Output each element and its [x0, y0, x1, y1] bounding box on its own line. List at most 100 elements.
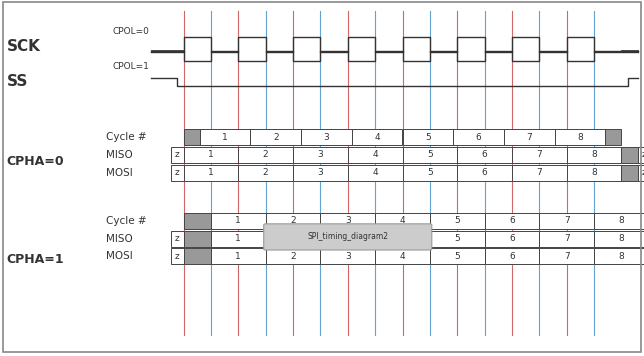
FancyBboxPatch shape — [540, 213, 594, 229]
Text: 3: 3 — [345, 216, 350, 225]
FancyBboxPatch shape — [402, 164, 457, 181]
FancyBboxPatch shape — [171, 248, 184, 264]
Text: Cycle #: Cycle # — [106, 216, 147, 226]
FancyBboxPatch shape — [320, 231, 375, 246]
Text: z: z — [175, 234, 180, 243]
Text: CPOL=0: CPOL=0 — [113, 27, 149, 36]
Text: 8: 8 — [619, 216, 624, 225]
FancyBboxPatch shape — [251, 129, 301, 145]
Text: Cycle #: Cycle # — [106, 132, 147, 142]
FancyBboxPatch shape — [211, 213, 265, 229]
Text: 3: 3 — [317, 168, 323, 177]
FancyBboxPatch shape — [594, 231, 644, 246]
FancyBboxPatch shape — [594, 213, 644, 229]
FancyBboxPatch shape — [375, 213, 430, 229]
FancyBboxPatch shape — [184, 213, 211, 229]
Text: CPOL=1: CPOL=1 — [113, 62, 149, 71]
Text: CPHA=0: CPHA=0 — [6, 156, 64, 168]
Text: 8: 8 — [591, 168, 597, 177]
Text: CPHA=1: CPHA=1 — [6, 253, 64, 266]
FancyBboxPatch shape — [638, 164, 644, 181]
FancyBboxPatch shape — [512, 147, 567, 163]
Text: 4: 4 — [400, 216, 405, 225]
Text: 6: 6 — [509, 216, 515, 225]
FancyBboxPatch shape — [457, 164, 512, 181]
Text: z: z — [175, 168, 180, 177]
FancyBboxPatch shape — [430, 213, 484, 229]
Text: 3: 3 — [323, 132, 329, 142]
FancyBboxPatch shape — [184, 248, 211, 264]
Text: 4: 4 — [372, 150, 378, 159]
FancyBboxPatch shape — [621, 164, 638, 181]
Text: 8: 8 — [619, 252, 624, 261]
FancyBboxPatch shape — [238, 147, 293, 163]
Text: 7: 7 — [536, 168, 542, 177]
Text: 2: 2 — [263, 150, 269, 159]
FancyBboxPatch shape — [301, 129, 352, 145]
FancyBboxPatch shape — [540, 231, 594, 246]
FancyBboxPatch shape — [352, 129, 402, 145]
Text: MISO: MISO — [106, 150, 133, 160]
FancyBboxPatch shape — [171, 231, 184, 246]
Text: 2: 2 — [263, 168, 269, 177]
Text: 5: 5 — [427, 150, 433, 159]
Text: 1: 1 — [222, 132, 228, 142]
Text: 1: 1 — [236, 216, 241, 225]
Text: z: z — [175, 252, 180, 261]
FancyBboxPatch shape — [484, 248, 540, 264]
FancyBboxPatch shape — [430, 248, 484, 264]
Text: 5: 5 — [427, 168, 433, 177]
Text: 6: 6 — [509, 252, 515, 261]
Text: 5: 5 — [455, 234, 460, 243]
FancyBboxPatch shape — [567, 147, 621, 163]
FancyBboxPatch shape — [457, 147, 512, 163]
Text: 4: 4 — [372, 168, 378, 177]
FancyBboxPatch shape — [484, 213, 540, 229]
FancyBboxPatch shape — [211, 248, 265, 264]
FancyBboxPatch shape — [171, 164, 184, 181]
FancyBboxPatch shape — [375, 248, 430, 264]
Text: z: z — [641, 150, 644, 159]
Text: 6: 6 — [509, 234, 515, 243]
Text: 2: 2 — [290, 216, 296, 225]
FancyBboxPatch shape — [453, 129, 504, 145]
Text: 2: 2 — [290, 252, 296, 261]
FancyBboxPatch shape — [484, 231, 540, 246]
Text: 4: 4 — [374, 132, 380, 142]
Text: 2: 2 — [273, 132, 278, 142]
FancyBboxPatch shape — [265, 231, 320, 246]
FancyBboxPatch shape — [171, 147, 184, 163]
FancyBboxPatch shape — [540, 248, 594, 264]
Text: z: z — [641, 168, 644, 177]
Text: 1: 1 — [208, 168, 214, 177]
FancyBboxPatch shape — [621, 147, 638, 163]
FancyBboxPatch shape — [320, 213, 375, 229]
Text: 1: 1 — [208, 150, 214, 159]
FancyBboxPatch shape — [605, 129, 621, 145]
FancyBboxPatch shape — [320, 248, 375, 264]
FancyBboxPatch shape — [375, 231, 430, 246]
FancyBboxPatch shape — [265, 213, 320, 229]
Text: 6: 6 — [482, 150, 488, 159]
Text: SS: SS — [6, 74, 28, 89]
FancyBboxPatch shape — [184, 231, 211, 246]
Text: 4: 4 — [400, 252, 405, 261]
FancyBboxPatch shape — [184, 129, 200, 145]
Text: 5: 5 — [455, 252, 460, 261]
FancyBboxPatch shape — [402, 129, 453, 145]
Text: MISO: MISO — [106, 234, 133, 244]
Text: 7: 7 — [564, 234, 569, 243]
FancyBboxPatch shape — [238, 164, 293, 181]
FancyBboxPatch shape — [567, 164, 621, 181]
FancyBboxPatch shape — [200, 129, 251, 145]
Text: MOSI: MOSI — [106, 168, 133, 178]
Text: 6: 6 — [476, 132, 482, 142]
FancyBboxPatch shape — [263, 224, 432, 250]
Text: 7: 7 — [536, 150, 542, 159]
Text: z: z — [175, 150, 180, 159]
Text: 6: 6 — [482, 168, 488, 177]
FancyBboxPatch shape — [184, 147, 238, 163]
Text: 8: 8 — [577, 132, 583, 142]
FancyBboxPatch shape — [265, 248, 320, 264]
Text: 3: 3 — [317, 150, 323, 159]
